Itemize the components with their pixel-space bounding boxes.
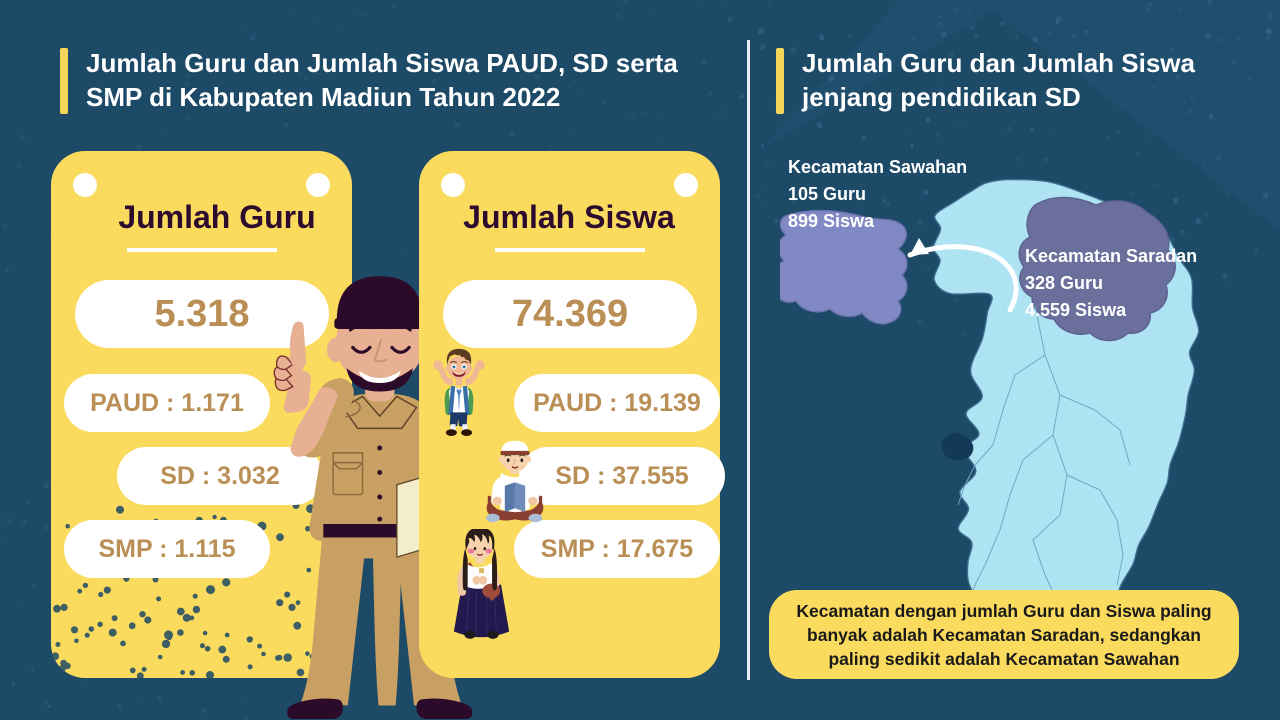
svg-text:4.559 Siswa: 4.559 Siswa (1025, 300, 1127, 320)
svg-text:Kecamatan Saradan: Kecamatan Saradan (1025, 246, 1197, 266)
svg-text:899 Siswa: 899 Siswa (788, 211, 875, 231)
svg-text:105 Guru: 105 Guru (788, 184, 866, 204)
svg-text:Kecamatan Sawahan: Kecamatan Sawahan (788, 157, 967, 177)
svg-text:328 Guru: 328 Guru (1025, 273, 1103, 293)
